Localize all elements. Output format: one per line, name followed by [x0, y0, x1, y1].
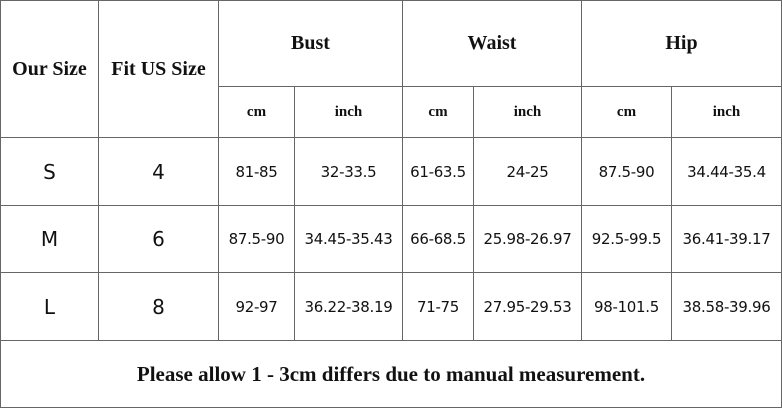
table-cell: S — [1, 138, 99, 206]
table-cell: 34.44-35.4 — [672, 138, 782, 206]
group-header: Bust — [219, 1, 403, 87]
unit-header: inch — [474, 87, 582, 138]
table-cell: 4 — [99, 138, 219, 206]
table-cell: 32-33.5 — [295, 138, 403, 206]
header-cell: Fit US Size — [99, 1, 219, 138]
table-cell: 38.58-39.96 — [672, 273, 782, 341]
table-cell: L — [1, 273, 99, 341]
table-cell: 92-97 — [219, 273, 295, 341]
unit-header: inch — [672, 87, 782, 138]
unit-header: cm — [219, 87, 295, 138]
table-cell: 87.5-90 — [582, 138, 672, 206]
table-cell: 27.95-29.53 — [474, 273, 582, 341]
unit-header: cm — [582, 87, 672, 138]
table-cell: 87.5-90 — [219, 206, 295, 273]
table-cell: 6 — [99, 206, 219, 273]
footer-note: Please allow 1 - 3cm differs due to manu… — [1, 341, 782, 408]
table-cell: 36.22-38.19 — [295, 273, 403, 341]
table-cell: 81-85 — [219, 138, 295, 206]
table-cell: 92.5-99.5 — [582, 206, 672, 273]
table-cell: 25.98-26.97 — [474, 206, 582, 273]
table-cell: M — [1, 206, 99, 273]
unit-header: cm — [403, 87, 474, 138]
table-cell: 98-101.5 — [582, 273, 672, 341]
group-header: Waist — [403, 1, 582, 87]
group-header: Hip — [582, 1, 782, 87]
table-cell: 61-63.5 — [403, 138, 474, 206]
table-cell: 71-75 — [403, 273, 474, 341]
header-cell: Our Size — [1, 1, 99, 138]
table-cell: 66-68.5 — [403, 206, 474, 273]
table-cell: 8 — [99, 273, 219, 341]
table-cell: 36.41-39.17 — [672, 206, 782, 273]
unit-header: inch — [295, 87, 403, 138]
table-cell: 24-25 — [474, 138, 582, 206]
table-cell: 34.45-35.43 — [295, 206, 403, 273]
